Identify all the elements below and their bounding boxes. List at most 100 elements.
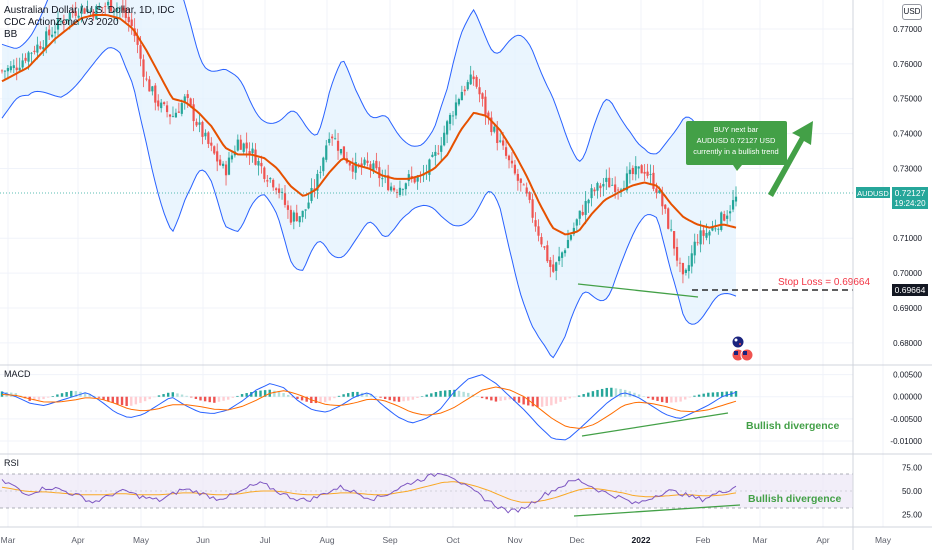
candle	[504, 138, 508, 159]
candle	[664, 204, 667, 214]
candle	[30, 51, 33, 63]
candle	[431, 152, 434, 158]
candle	[98, 2, 101, 10]
candle	[336, 133, 340, 160]
candle	[687, 255, 690, 279]
candle	[531, 193, 534, 223]
macd-histogram-bar	[370, 394, 373, 397]
buy-signal-box: BUY next bar AUDUSD 0.72127 USD currentl…	[686, 121, 787, 171]
macd-histogram-bar	[720, 391, 724, 397]
macd-histogram-bar	[148, 396, 151, 400]
macd-histogram-bar	[356, 391, 359, 397]
macd-histogram-bar	[379, 396, 382, 398]
macd-histogram-bar	[656, 396, 659, 401]
bollinger-upper-line	[1, 0, 737, 162]
macd-histogram-bar	[430, 393, 433, 397]
candle	[109, 0, 113, 13]
macd-histogram-bar	[70, 390, 73, 397]
candle	[342, 146, 346, 159]
macd-histogram-bar	[166, 392, 170, 397]
candle	[575, 218, 578, 233]
candle	[269, 177, 272, 183]
rsi-divergence-line	[573, 504, 741, 517]
price-axis[interactable]: 0.77000 0.76000 0.75000 0.74000 0.73000 0.710…	[890, 25, 922, 520]
x-tick-label: May	[875, 535, 892, 545]
candle	[39, 41, 42, 50]
macd-divergence-line	[581, 412, 729, 437]
macd-histogram-bar	[199, 396, 202, 401]
macd-histogram-bar	[517, 396, 521, 403]
macd-line	[1, 374, 737, 441]
macd-histogram-bar	[208, 396, 211, 403]
candle	[392, 185, 396, 193]
indicator-bb[interactable]: BB	[4, 29, 18, 40]
candle	[519, 178, 522, 192]
y-tick-label: 0.71000	[893, 234, 922, 243]
macd-histogram-bar	[711, 392, 715, 397]
macd-histogram-bar	[194, 396, 198, 399]
last-price-tag: AUDUSD 0.72127 19:24:20	[856, 187, 928, 209]
candle	[708, 229, 711, 245]
macd-histogram-bar	[587, 392, 590, 397]
candle	[546, 240, 549, 264]
candle	[390, 182, 393, 192]
macd-histogram-bar	[434, 392, 438, 397]
candle	[366, 152, 369, 167]
australia-flag-icon[interactable]	[731, 335, 745, 349]
candle	[678, 257, 682, 273]
macd-histogram-bar	[660, 396, 664, 403]
candle	[484, 89, 487, 125]
indicator-actionzone[interactable]: CDC ActionZone V3 2020	[4, 17, 119, 28]
candle	[549, 257, 552, 278]
candle	[62, 14, 66, 31]
macd-histogram-bar	[637, 394, 641, 397]
time-axis[interactable]: Mar Apr May Jun Jul Aug Sep Oct Nov Dec 2022 Feb Mar…	[1, 535, 892, 545]
macd-histogram-bar	[568, 396, 572, 399]
candle	[242, 142, 245, 156]
candle	[221, 161, 225, 169]
candle	[513, 160, 517, 176]
candle	[675, 238, 679, 267]
candle	[154, 83, 157, 111]
macd-histogram-bar	[139, 396, 142, 403]
macd-histogram-bar	[684, 396, 687, 400]
y-tick-label: 0.76000	[893, 60, 922, 69]
candle	[351, 157, 354, 179]
macd-histogram-bar	[600, 388, 604, 397]
stop-price-tag: 0.69664	[892, 284, 928, 296]
candle	[160, 98, 163, 113]
macd-histogram-bar	[494, 396, 498, 402]
macd-histogram-bar	[697, 394, 701, 397]
candle	[696, 234, 699, 246]
macd-histogram-bar	[240, 394, 244, 397]
candle	[201, 120, 204, 145]
y-tick-label: 0.00000	[893, 393, 922, 402]
candle	[693, 233, 696, 264]
candle	[121, 0, 124, 18]
macd-histogram-bar	[291, 396, 295, 398]
x-tick-label: May	[133, 535, 150, 545]
candle	[702, 226, 705, 245]
macd-histogram-bar	[559, 396, 562, 402]
macd-histogram-bar	[222, 396, 225, 401]
candle	[593, 187, 596, 196]
macd-histogram-bar	[665, 396, 668, 403]
candle	[398, 180, 402, 197]
currency-selector[interactable]: USD	[902, 4, 922, 20]
candle	[151, 85, 154, 96]
y-tick-label: 0.70000	[893, 269, 922, 278]
candle	[295, 204, 298, 222]
usa-flag-icon[interactable]	[731, 348, 754, 362]
candle	[245, 132, 248, 158]
macd-histogram-bar	[411, 396, 415, 400]
y-tick-label: 0.77000	[893, 25, 922, 34]
candle	[266, 175, 269, 188]
candle	[198, 114, 201, 133]
y-tick-label: 50.00	[902, 487, 923, 496]
candle	[717, 227, 720, 235]
macd-histogram-bar	[573, 396, 576, 398]
candle	[525, 182, 528, 197]
candle	[177, 102, 180, 114]
candle	[608, 167, 611, 188]
